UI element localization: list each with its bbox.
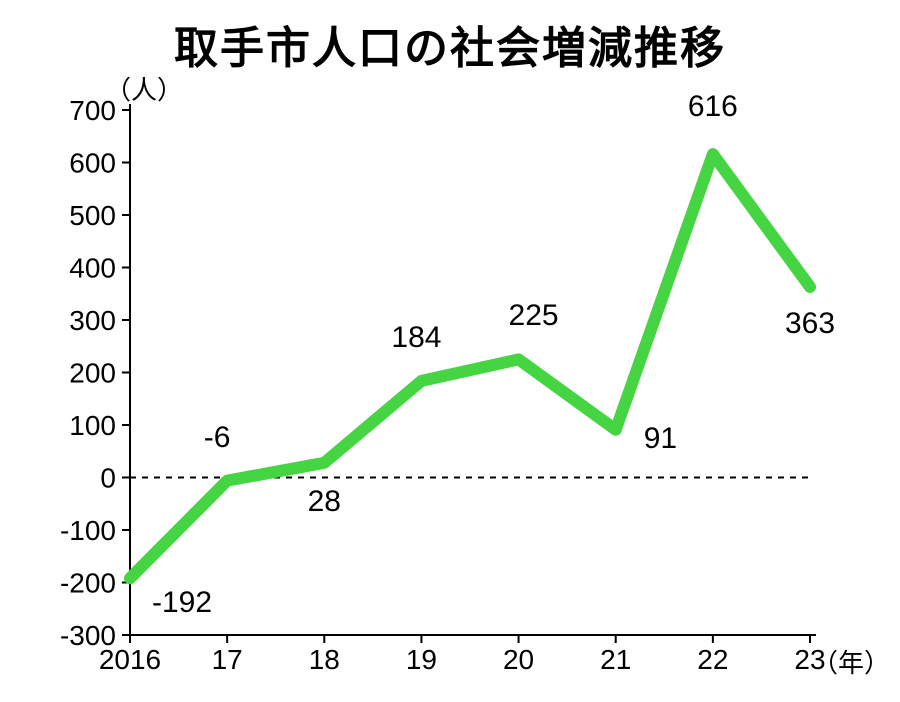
- data-point-label: 28: [308, 485, 341, 519]
- svg-text:-100: -100: [60, 515, 116, 546]
- data-point-label: 225: [509, 299, 559, 333]
- data-point-label: 363: [785, 307, 835, 341]
- svg-text:18: 18: [309, 644, 340, 675]
- svg-text:23: 23: [794, 644, 825, 675]
- svg-text:200: 200: [69, 358, 116, 389]
- data-point-label: -6: [204, 421, 231, 455]
- svg-text:19: 19: [406, 644, 437, 675]
- svg-text:17: 17: [212, 644, 243, 675]
- data-point-label: 91: [644, 422, 677, 456]
- svg-text:100: 100: [69, 410, 116, 441]
- data-point-label: 184: [391, 321, 441, 355]
- svg-text:20: 20: [503, 644, 534, 675]
- svg-text:600: 600: [69, 148, 116, 179]
- svg-text:2016: 2016: [99, 644, 161, 675]
- svg-text:400: 400: [69, 253, 116, 284]
- svg-text:21: 21: [600, 644, 631, 675]
- svg-text:0: 0: [100, 463, 116, 494]
- chart-container: 取手市人口の社会増減推移 （人） （年） -300-200-1000100200…: [0, 0, 900, 702]
- plot-area: -300-200-1000100200300400500600700201617…: [0, 0, 900, 702]
- svg-text:-200: -200: [60, 568, 116, 599]
- data-point-label: 616: [688, 90, 738, 124]
- svg-text:500: 500: [69, 200, 116, 231]
- svg-text:22: 22: [697, 644, 728, 675]
- data-point-label: -192: [152, 586, 212, 620]
- svg-text:300: 300: [69, 305, 116, 336]
- svg-text:700: 700: [69, 95, 116, 126]
